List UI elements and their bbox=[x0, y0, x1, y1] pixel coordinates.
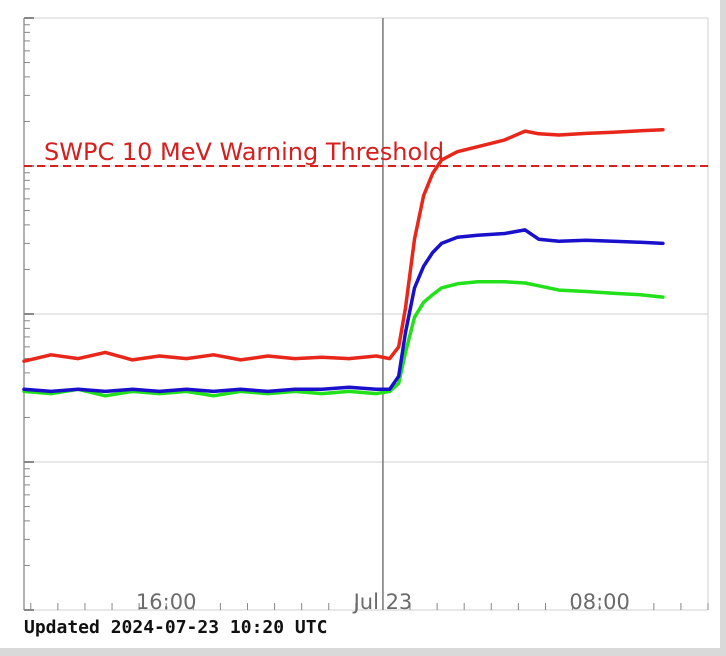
x-tick-labels: 16:00 Jul 23 08:00 bbox=[136, 590, 630, 614]
series-layer bbox=[22, 127, 665, 398]
x-tick-label: Jul 23 bbox=[352, 590, 413, 614]
x-tick-label: 08:00 bbox=[569, 590, 630, 614]
y-axis-ticks bbox=[24, 17, 34, 611]
chart-frame: SWPC 10 MeV Warning Threshold 16:00 Jul 2… bbox=[0, 0, 720, 648]
proton-flux-chart: SWPC 10 MeV Warning Threshold 16:00 Jul 2… bbox=[22, 17, 709, 614]
x-axis-ticks bbox=[30, 603, 709, 610]
series-line bbox=[22, 228, 665, 394]
grid-layer bbox=[23, 17, 709, 611]
series-line bbox=[22, 127, 665, 363]
threshold-label: SWPC 10 MeV Warning Threshold bbox=[44, 138, 444, 166]
updated-timestamp: Updated 2024-07-23 10:20 UTC bbox=[24, 617, 328, 638]
x-tick-label: 16:00 bbox=[136, 590, 197, 614]
series-line bbox=[22, 280, 665, 398]
